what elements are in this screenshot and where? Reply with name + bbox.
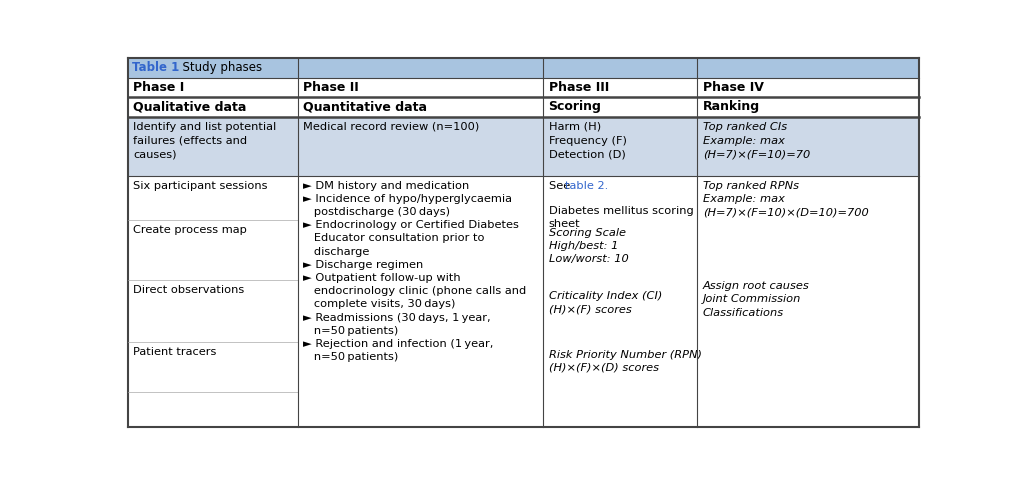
Text: Assign root causes
Joint Commission
Classifications: Assign root causes Joint Commission Clas… [702,281,810,318]
Text: Medical record review (n=100): Medical record review (n=100) [303,122,480,132]
Bar [128,117,919,176]
Text: Patient tracers: Patient tracers [133,347,216,357]
Text: See: See [548,180,574,191]
Text: Criticality Index (CI)
(H)×(F) scores: Criticality Index (CI) (H)×(F) scores [548,291,662,314]
Text: Qualitative data: Qualitative data [133,100,246,113]
Text: Quantitative data: Quantitative data [303,100,427,113]
Bar [128,97,919,117]
Text: Harm (H)
Frequency (F)
Detection (D): Harm (H) Frequency (F) Detection (D) [548,122,627,159]
Text: Phase I: Phase I [133,81,185,94]
Text: ► DM history and medication
► Incidence of hypo/hyperglycaemia
   postdischarge : ► DM history and medication ► Incidence … [303,180,527,362]
Text: Top ranked CIs
Example: max
(H=7)×(F=10)=70: Top ranked CIs Example: max (H=7)×(F=10)… [702,122,810,159]
Bar [128,58,919,78]
Text: Create process map: Create process map [133,225,247,235]
Text: Study phases: Study phases [176,61,262,74]
Text: table 2.: table 2. [566,180,609,191]
Text: Identify and list potential
failures (effects and
causes): Identify and list potential failures (ef… [133,122,277,159]
Text: Phase II: Phase II [303,81,359,94]
Text: Scoring: Scoring [548,100,601,113]
Text: Phase III: Phase III [548,81,609,94]
Text: Scoring Scale
High/best: 1
Low/worst: 10: Scoring Scale High/best: 1 Low/worst: 10 [548,228,628,264]
Bar [128,78,919,97]
Text: Direct observations: Direct observations [133,285,244,295]
Text: Top ranked RPNs
Example: max
(H=7)×(F=10)×(D=10)=700: Top ranked RPNs Example: max (H=7)×(F=10… [702,180,869,217]
Text: Diabetes mellitus scoring
sheet: Diabetes mellitus scoring sheet [548,206,693,229]
Text: Risk Priority Number (RPN)
(H)×(F)×(D) scores: Risk Priority Number (RPN) (H)×(F)×(D) s… [548,349,701,373]
Text: Six participant sessions: Six participant sessions [133,180,268,191]
Text: Phase IV: Phase IV [702,81,764,94]
Text: Ranking: Ranking [702,100,760,113]
Text: Table 1: Table 1 [133,61,180,74]
Bar [128,176,919,427]
